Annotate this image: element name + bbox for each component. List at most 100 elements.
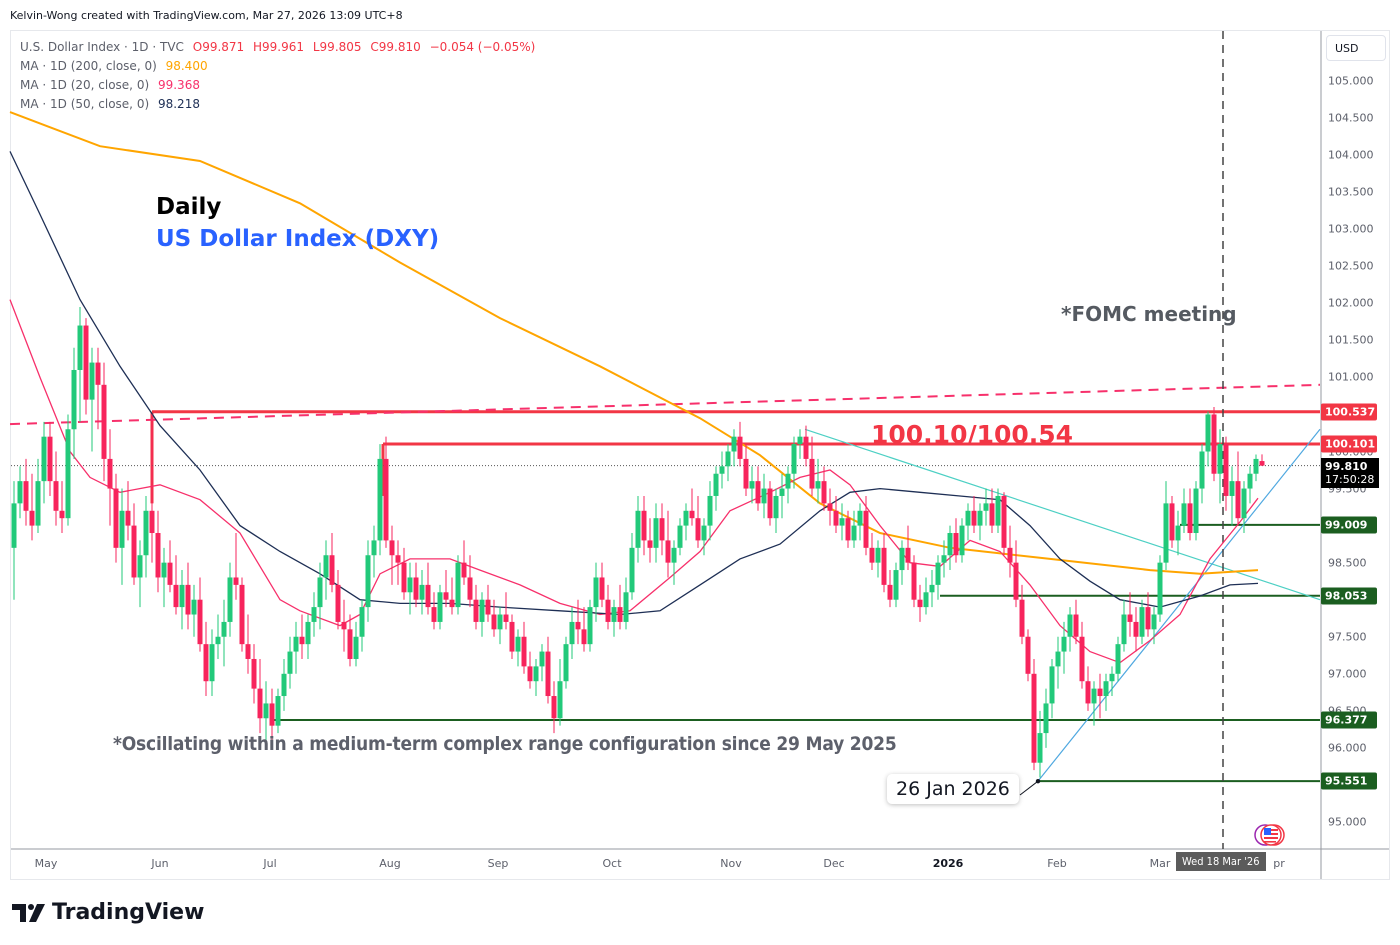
time-tick-label: Oct bbox=[602, 857, 622, 870]
annotation-instrument[interactable]: US Dollar Index (DXY) bbox=[156, 226, 440, 252]
candle-body bbox=[989, 503, 995, 526]
candle-body bbox=[971, 510, 977, 526]
candle-body bbox=[1067, 614, 1073, 637]
candle-body bbox=[485, 599, 491, 615]
candle-body bbox=[779, 488, 785, 496]
candle-body bbox=[821, 481, 827, 504]
candle-body bbox=[749, 481, 755, 489]
candle-body bbox=[1103, 681, 1109, 697]
legend-ma50-value: 98.218 bbox=[157, 97, 200, 111]
last-price-tag[interactable]: 99.810 17:50:28 bbox=[1321, 457, 1379, 488]
trendlines bbox=[9, 31, 1321, 849]
currency-button[interactable]: USD bbox=[1326, 35, 1386, 61]
candle-body bbox=[965, 510, 971, 526]
price-level-tag[interactable]: 95.551 bbox=[1321, 772, 1377, 790]
candle-body bbox=[593, 577, 599, 608]
time-tick-label: Dec bbox=[823, 857, 845, 870]
candle-body bbox=[59, 510, 65, 519]
tradingview-logo-icon bbox=[12, 903, 45, 922]
legend-open: O99.871 bbox=[192, 40, 245, 54]
price-tick-label: 101.000 bbox=[1328, 370, 1374, 384]
legend-ma20-row[interactable]: MA · 1D (20, close, 0) 99.368 bbox=[20, 76, 540, 95]
legend-ma50-row[interactable]: MA · 1D (50, close, 0) 98.218 bbox=[20, 95, 540, 114]
candle-body bbox=[353, 636, 359, 659]
annotation-timeframe[interactable]: Daily bbox=[156, 194, 222, 220]
candle-body bbox=[977, 510, 983, 526]
candle-body bbox=[281, 673, 287, 697]
candle-body bbox=[1055, 651, 1061, 667]
candle-body bbox=[461, 562, 467, 578]
candle-body bbox=[767, 488, 773, 519]
candle-body bbox=[809, 458, 815, 489]
price-tick-label: 104.500 bbox=[1328, 111, 1374, 125]
legend-ma200-row[interactable]: MA · 1D (200, close, 0) 98.400 bbox=[20, 57, 540, 76]
candle-body bbox=[539, 651, 545, 667]
candle-body bbox=[785, 473, 791, 489]
candle-body bbox=[1091, 688, 1097, 704]
candle-body bbox=[149, 510, 155, 534]
candle-body bbox=[437, 592, 443, 622]
candle-body bbox=[383, 458, 389, 541]
candle-body bbox=[287, 651, 293, 674]
candle-body bbox=[419, 584, 425, 600]
candle-body bbox=[941, 555, 947, 563]
candle-body bbox=[1247, 473, 1253, 489]
candle-body bbox=[995, 495, 1001, 526]
price-level-tag[interactable]: 99.009 bbox=[1321, 516, 1377, 534]
candle-body bbox=[827, 503, 833, 511]
price-level-tag[interactable]: 100.101 bbox=[1321, 435, 1377, 453]
candle-body bbox=[557, 681, 563, 719]
candle-body bbox=[1109, 673, 1115, 682]
candle-body bbox=[47, 436, 53, 482]
candle-body bbox=[401, 562, 407, 593]
price-level-tag[interactable]: 100.537 bbox=[1321, 403, 1377, 421]
annotation-fomc-note[interactable]: *FOMC meeting bbox=[1061, 302, 1237, 326]
time-tick-label: Jun bbox=[151, 857, 169, 870]
candle-body bbox=[473, 599, 479, 622]
candle-body bbox=[365, 555, 371, 608]
tradingview-logo[interactable]: TradingView bbox=[12, 900, 204, 925]
price-tick-label: 102.500 bbox=[1328, 259, 1374, 273]
candle-body bbox=[77, 325, 83, 370]
moving-average-line bbox=[9, 151, 1259, 616]
time-tick-label: Jul bbox=[263, 857, 277, 870]
candlesticks bbox=[11, 307, 1265, 778]
candle-body bbox=[929, 584, 935, 593]
candle-body bbox=[1187, 503, 1193, 534]
price-level-tag[interactable]: 98.053 bbox=[1321, 587, 1377, 605]
candle-body bbox=[545, 651, 551, 697]
price-tick-label: 95.000 bbox=[1328, 815, 1367, 829]
candle-body bbox=[95, 362, 101, 385]
candle-body bbox=[377, 458, 383, 541]
candle-body bbox=[863, 510, 869, 548]
candle-body bbox=[683, 510, 689, 526]
candle-body bbox=[251, 658, 257, 689]
annotation-resistance-label[interactable]: 100.10/100.54 bbox=[871, 420, 1074, 449]
candle-body bbox=[935, 562, 941, 585]
annotation-low-callout[interactable]: 26 Jan 2026 bbox=[887, 774, 1019, 804]
candle-body bbox=[947, 533, 953, 556]
candle-body bbox=[1205, 414, 1211, 452]
legend-symbol-row[interactable]: U.S. Dollar Index · 1D · TVC O99.871 H99… bbox=[20, 38, 540, 57]
price-tick-label: 97.500 bbox=[1328, 630, 1367, 644]
price-tick-label: 103.000 bbox=[1328, 222, 1374, 236]
price-level-tag[interactable]: 96.377 bbox=[1321, 711, 1377, 729]
candle-body bbox=[659, 518, 665, 541]
candle-body bbox=[101, 384, 107, 459]
annotation-range-note[interactable]: *Oscillating within a medium-term comple… bbox=[113, 733, 897, 755]
candle-body bbox=[1031, 673, 1037, 763]
candle-body bbox=[347, 629, 353, 659]
legend-low: L99.805 bbox=[312, 40, 362, 54]
candle-body bbox=[497, 614, 503, 630]
candle-body bbox=[1043, 703, 1049, 734]
candle-body bbox=[185, 584, 191, 615]
candle-body bbox=[881, 547, 887, 585]
candle-body bbox=[899, 547, 905, 571]
us-economic-event-icon[interactable] bbox=[1252, 822, 1286, 848]
candle-body bbox=[587, 607, 593, 645]
candle-body bbox=[761, 488, 767, 504]
candle-body bbox=[1085, 681, 1091, 704]
candle-body bbox=[611, 607, 617, 622]
candle-body bbox=[179, 584, 185, 608]
